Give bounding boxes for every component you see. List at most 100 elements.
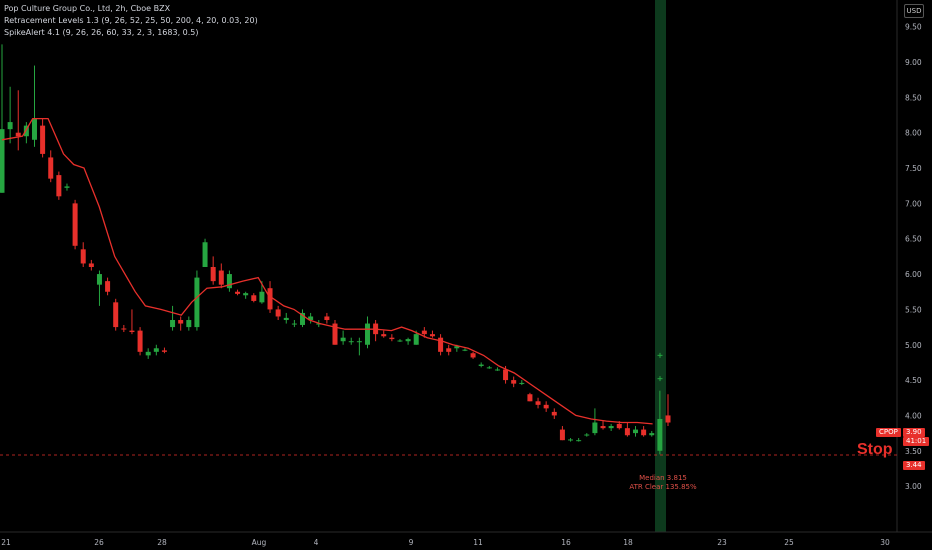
candle-body [291,323,297,325]
x-tick-label: 25 [784,538,794,547]
candle-body [129,330,135,333]
candle-body [592,422,598,434]
y-tick-label: 5.00 [905,341,922,350]
x-tick-label: 9 [409,538,414,547]
candle-body [478,364,484,366]
candle-body [421,330,427,335]
y-tick-label: 6.00 [905,270,922,279]
candle-body [121,328,127,330]
candle-body [105,281,111,292]
candle-body [446,348,452,352]
candle-body [356,341,362,343]
y-tick-label: 3.00 [905,482,922,491]
candle-body [454,346,460,349]
x-tick-label: Aug [252,538,267,547]
legend-spikealert: SpikeAlert 4.1 (9, 26, 26, 60, 33, 2, 3,… [4,28,199,37]
y-tick-label: 9.50 [905,23,922,32]
candle-body [113,302,119,328]
last-price-tag: 3.90 [903,428,925,437]
candle-body [511,380,517,384]
candle-body [23,125,29,137]
candle-body [316,323,322,325]
x-tick-label: 30 [880,538,890,547]
candle-body [429,334,435,337]
candle-body [259,291,265,303]
symbol-tag: CPOP [876,428,901,437]
candle-body [405,339,411,342]
candle-body [543,404,549,409]
y-tick-label: 7.50 [905,164,922,173]
candle-body [389,337,395,340]
candle-body [218,270,224,285]
candle-body [178,320,184,324]
candle-body [665,415,671,423]
candle-body [470,353,476,358]
x-tick-label: 26 [94,538,104,547]
candle-body [31,118,37,140]
candle-body [72,203,78,246]
candle-body [56,175,62,197]
candle-body [462,349,468,351]
candle-body [161,350,167,352]
candle-body [641,429,647,436]
retracement-line [1,117,653,425]
candle-body [559,429,565,441]
candle-body [7,122,13,130]
candle-body [519,382,525,384]
x-tick-label: 4 [314,538,319,547]
candle-body [527,394,533,402]
candle-body [40,125,46,154]
countdown-tag: 41:01 [903,437,930,446]
candle-body [332,323,338,345]
candle-body [324,316,330,321]
x-tick-label: 21 [1,538,11,547]
candle-body [283,317,289,321]
currency-button[interactable]: USD [904,4,924,18]
candle-body [649,433,655,436]
candle-body [568,439,574,441]
candle-body [251,295,257,301]
candle-body [275,309,281,317]
candle-body [616,423,622,429]
candle-body [397,340,403,342]
candle-body [153,348,159,352]
candle-body [551,411,557,416]
y-tick-label: 8.00 [905,129,922,138]
candle-body [576,440,582,442]
y-tick-label: 9.00 [905,58,922,67]
candle-body [48,157,54,179]
candle-body [210,267,216,282]
candle-body [381,334,387,337]
candle-body [608,426,614,429]
candle-body [80,249,86,264]
candle-body [438,337,444,352]
candle-body [96,274,102,285]
candle-body [170,320,176,328]
candle-body [64,186,70,188]
candle-body [364,323,370,345]
stop-label: Stop [857,441,893,458]
candle-body [202,242,208,267]
candle-body [226,274,232,289]
x-tick-label: 16 [561,538,571,547]
candle-body [584,434,590,436]
y-tick-label: 7.00 [905,199,922,208]
candle-body [15,132,21,137]
candle-body [600,426,606,429]
stop-price-tag: 3.44 [903,461,925,470]
candle-body [494,369,500,371]
candle-body [243,293,249,296]
candle-body [413,334,419,345]
x-tick-label: 23 [717,538,727,547]
candle-body [486,367,492,369]
candle-body [308,316,314,321]
candle-body [137,330,143,352]
candle-body [186,320,192,328]
y-tick-label: 4.50 [905,376,922,385]
x-tick-label: 18 [623,538,633,547]
y-tick-label: 6.50 [905,235,922,244]
candle-body [348,341,354,343]
candle-body [633,429,639,434]
candle-body [535,401,541,405]
